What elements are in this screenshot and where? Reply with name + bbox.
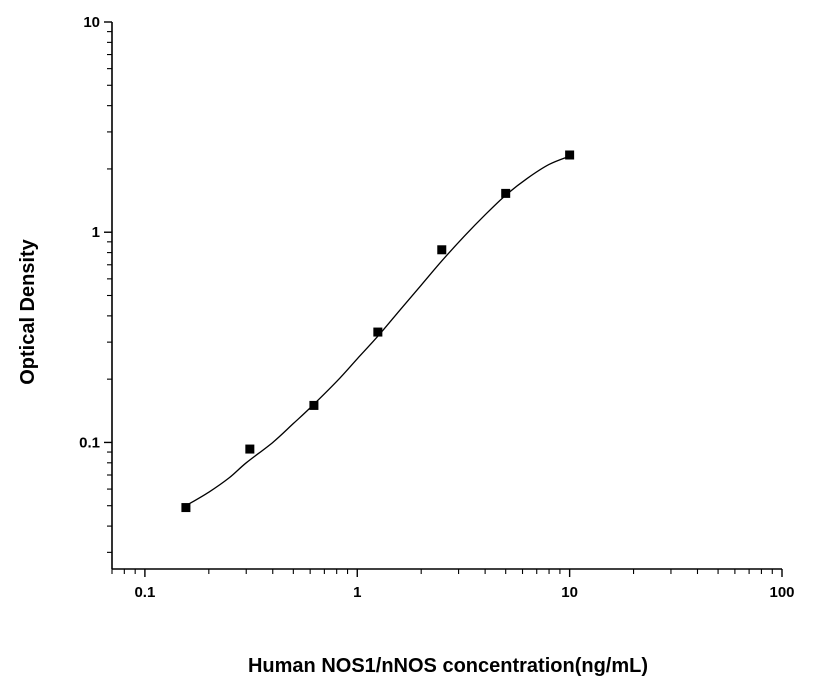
x-axis-title: Human NOS1/nNOS concentration(ng/mL) [248,655,648,677]
y-tick-label: 1 [92,224,100,241]
data-point [565,150,575,160]
y-axis-title: Optical Density [17,238,39,384]
x-tick-label: 1 [353,584,361,601]
tick-labels: 0.1 1 10 100 0.1 1 10 [79,14,794,601]
y-tick-label: 10 [83,14,100,31]
y-tick-label: 0.1 [79,434,100,451]
data-point [181,503,191,513]
data-point [437,245,447,255]
axes [104,21,783,577]
data-point [373,327,383,337]
data-point [245,444,255,454]
data-point [309,400,319,410]
x-tick-label: 100 [769,584,794,601]
x-tick-label: 0.1 [134,584,155,601]
x-tick-label: 10 [561,584,578,601]
data-point [501,188,511,198]
data-markers [181,150,575,513]
